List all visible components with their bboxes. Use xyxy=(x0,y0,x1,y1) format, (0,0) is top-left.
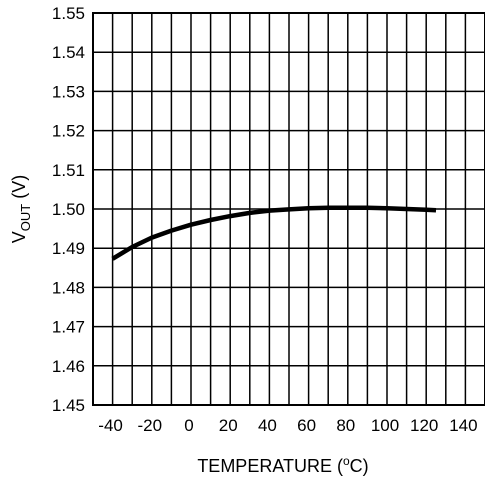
y-axis-title-unit: (V) xyxy=(9,175,29,204)
y-tick-label: 1.47 xyxy=(52,318,85,337)
x-axis-title: TEMPERATURE (oC) xyxy=(197,454,368,476)
tick-labels: -40 -20 0 20 40 60 80 100 120 140 1.45 1.46 1.47 1.48… xyxy=(52,4,478,435)
x-tick-label: 0 xyxy=(184,416,193,435)
series-line xyxy=(111,205,437,261)
x-tick-label: -40 xyxy=(98,416,123,435)
x-axis-title-main: TEMPERATURE ( xyxy=(197,456,343,476)
y-tick-label: 1.45 xyxy=(52,396,85,415)
y-axis-title-sub: OUT xyxy=(18,204,33,232)
x-tick-label: 60 xyxy=(297,416,316,435)
x-axis-title-sup: o xyxy=(343,454,350,468)
y-tick-label: 1.49 xyxy=(52,239,85,258)
x-axis-title-end: C) xyxy=(350,456,369,476)
x-tick-label: 20 xyxy=(219,416,238,435)
y-tick-label: 1.53 xyxy=(52,82,85,101)
plot-frame xyxy=(92,12,485,406)
y-tick-label: 1.52 xyxy=(52,122,85,141)
y-tick-label: 1.48 xyxy=(52,278,85,297)
x-tick-label: 120 xyxy=(410,416,438,435)
y-tick-label: 1.50 xyxy=(52,200,85,219)
y-axis-title: VOUT (V) xyxy=(9,175,33,243)
series-group xyxy=(111,205,437,261)
x-tick-label: -20 xyxy=(138,416,163,435)
x-tick-label: 80 xyxy=(336,416,355,435)
y-axis-title-main: V xyxy=(9,231,29,243)
x-tick-label: 100 xyxy=(371,416,399,435)
x-tick-label: 140 xyxy=(449,416,477,435)
y-tick-label: 1.54 xyxy=(52,43,85,62)
y-tick-label: 1.51 xyxy=(52,161,85,180)
x-tick-label: 40 xyxy=(258,416,277,435)
y-tick-label: 1.55 xyxy=(52,4,85,23)
y-tick-label: 1.46 xyxy=(52,357,85,376)
